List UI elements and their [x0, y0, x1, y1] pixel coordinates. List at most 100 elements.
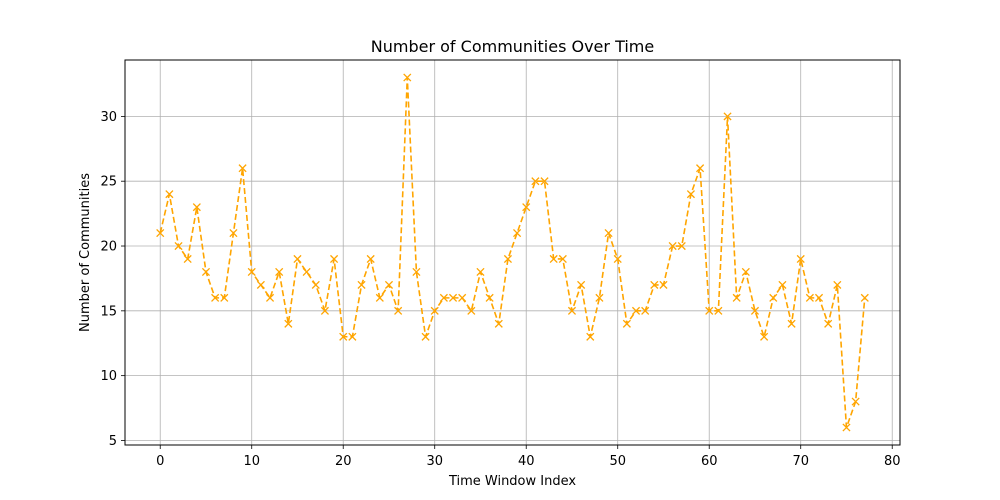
marker-stroke — [394, 306, 403, 315]
data-point-marker — [558, 254, 567, 264]
marker-stroke — [641, 306, 650, 315]
series-line — [159, 76, 866, 429]
data-point-marker — [696, 164, 705, 173]
axes: 0 10 20 30 40 50 60 70 80 5 10 15 20 25 30 — [100, 110, 900, 469]
marker-stroke — [622, 319, 631, 328]
data-point-marker — [686, 190, 695, 199]
data-point-marker — [622, 319, 631, 328]
data-point-marker — [247, 267, 256, 277]
marker-stroke — [476, 267, 485, 277]
chart-title: Number of Communities Over Time — [371, 37, 654, 56]
marker-stroke — [814, 293, 824, 302]
marker-stroke — [796, 254, 805, 264]
data-point-marker — [842, 423, 851, 432]
data-point-marker — [275, 267, 284, 277]
marker-stroke — [302, 267, 311, 277]
marker-stroke — [833, 280, 842, 289]
data-point-marker — [531, 177, 540, 186]
data-point-marker — [330, 254, 339, 264]
x-axis-title: Time Window Index — [448, 474, 576, 489]
data-point-marker — [339, 332, 348, 341]
y-tick-label: 15 — [100, 304, 117, 319]
data-point-marker — [430, 306, 439, 315]
marker-stroke — [686, 190, 695, 199]
x-tick-label: 10 — [243, 454, 260, 469]
marker-stroke — [769, 293, 778, 302]
marker-stroke — [357, 280, 366, 289]
data-point-marker — [256, 280, 265, 289]
data-point-marker — [814, 293, 824, 302]
data-point-marker — [366, 254, 375, 264]
data-point-marker — [723, 112, 732, 121]
x-tick-label: 50 — [609, 454, 626, 469]
data-point-marker — [750, 306, 760, 315]
marker-stroke — [311, 280, 320, 289]
marker-stroke — [348, 332, 357, 341]
marker-stroke — [531, 177, 540, 186]
marker-stroke — [842, 423, 851, 432]
data-point-marker — [805, 293, 814, 302]
marker-stroke — [238, 164, 247, 173]
data-point-marker — [165, 190, 174, 199]
data-point-marker — [522, 203, 531, 212]
data-point-marker — [265, 293, 275, 302]
marker-stroke — [558, 254, 567, 264]
data-point-marker — [375, 293, 384, 302]
marker-stroke — [494, 319, 503, 328]
data-point-marker — [650, 280, 659, 289]
data-point-marker — [549, 254, 558, 264]
data-point-marker — [384, 280, 394, 289]
data-point-marker — [156, 228, 165, 238]
y-tick-label: 25 — [100, 175, 117, 190]
marker-stroke — [156, 228, 165, 238]
data-point-marker — [439, 293, 448, 302]
x-tick-label: 20 — [335, 454, 352, 469]
data-point-marker — [302, 267, 311, 277]
data-point-marker — [613, 254, 622, 264]
data-point-marker — [293, 254, 302, 264]
marker-stroke — [595, 293, 604, 302]
y-tick-label: 30 — [100, 110, 117, 125]
data-point-marker — [833, 280, 842, 289]
data-point-marker — [220, 293, 229, 302]
y-axis-title: Number of Communities — [78, 173, 93, 332]
marker-stroke — [705, 306, 714, 315]
data-point-marker — [668, 241, 677, 251]
marker-stroke — [211, 293, 220, 302]
marker-stroke — [330, 254, 339, 264]
marker-stroke — [540, 177, 549, 186]
data-point-marker — [604, 228, 613, 238]
marker-stroke — [284, 319, 293, 328]
marker-stroke — [750, 306, 760, 315]
marker-stroke — [403, 73, 412, 82]
marker-stroke — [787, 319, 796, 328]
data-point-marker — [513, 228, 522, 238]
data-point-marker — [595, 293, 604, 302]
data-point-marker — [467, 306, 476, 315]
data-point-marker — [311, 280, 320, 289]
data-point-marker — [211, 293, 220, 302]
data-point-marker — [229, 228, 238, 238]
data-point-marker — [174, 241, 183, 251]
data-point-marker — [659, 280, 668, 289]
marker-stroke — [577, 280, 586, 289]
data-point-marker — [394, 306, 403, 315]
marker-stroke — [860, 293, 869, 302]
data-point-marker — [860, 293, 869, 302]
y-tick-label: 5 — [109, 434, 117, 449]
marker-stroke — [275, 267, 284, 277]
marker-stroke — [631, 306, 641, 315]
marker-stroke — [778, 280, 787, 289]
data-point-marker — [476, 267, 485, 277]
marker-stroke — [586, 332, 595, 341]
x-tick-label: 70 — [792, 454, 809, 469]
marker-stroke — [256, 280, 265, 289]
data-point-marker — [567, 306, 577, 315]
marker-stroke — [421, 332, 430, 341]
marker-stroke — [485, 293, 494, 302]
marker-stroke — [805, 293, 814, 302]
data-point-marker — [796, 254, 805, 264]
marker-stroke — [201, 267, 211, 277]
marker-stroke — [732, 293, 741, 302]
